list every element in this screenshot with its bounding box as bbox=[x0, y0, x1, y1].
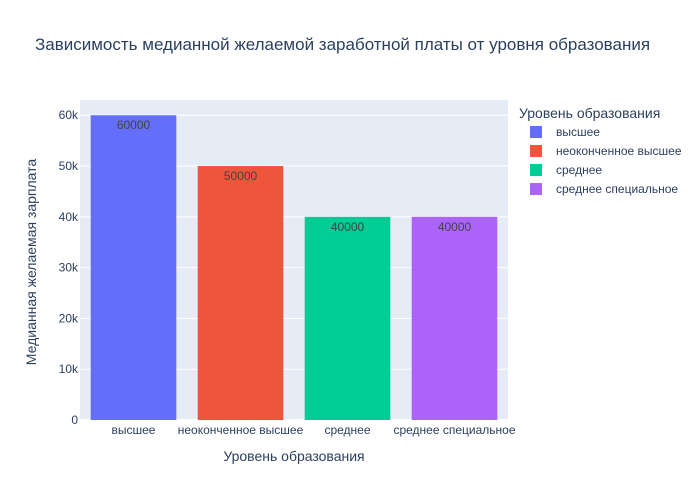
legend-swatch bbox=[530, 145, 542, 157]
bar-value-label: 40000 bbox=[331, 220, 365, 234]
legend-swatch bbox=[530, 183, 542, 195]
legend-swatch bbox=[530, 164, 542, 176]
bar bbox=[197, 166, 284, 420]
legend-item-label: среднее специальное bbox=[556, 182, 678, 196]
bar-value-label: 50000 bbox=[224, 169, 258, 183]
y-tick-label: 40k bbox=[59, 210, 79, 224]
chart-title: Зависимость медианной желаемой заработно… bbox=[35, 35, 650, 54]
legend-title: Уровень образования bbox=[519, 105, 660, 121]
x-axis-ticks: высшее неоконченное высшее среднее среднее … bbox=[112, 423, 516, 437]
legend-item-label: среднее bbox=[556, 163, 602, 177]
y-tick-label: 20k bbox=[59, 311, 79, 325]
y-tick-label: 0 bbox=[71, 413, 78, 427]
x-tick-label: неоконченное высшее bbox=[178, 423, 304, 437]
legend: Уровень образования высшее неоконченное в… bbox=[519, 105, 682, 196]
legend-item-label: высшее bbox=[556, 125, 600, 139]
bar bbox=[304, 216, 391, 420]
y-axis-title: Медианная желаемая зарплата bbox=[23, 159, 39, 366]
legend-item-label: неоконченное высшее bbox=[556, 144, 682, 158]
bar bbox=[90, 115, 177, 420]
y-tick-label: 30k bbox=[59, 261, 79, 275]
y-tick-label: 60k bbox=[59, 108, 79, 122]
x-axis-title: Уровень образования bbox=[223, 448, 364, 464]
bars bbox=[90, 115, 498, 420]
y-tick-label: 50k bbox=[59, 159, 79, 173]
x-tick-label: высшее bbox=[112, 423, 156, 437]
bar-value-labels: 60000 50000 40000 40000 bbox=[117, 118, 472, 234]
legend-swatch bbox=[530, 126, 542, 138]
bar bbox=[411, 216, 498, 420]
bar-value-label: 40000 bbox=[438, 220, 472, 234]
bar-value-label: 60000 bbox=[117, 118, 151, 132]
x-tick-label: среднее bbox=[324, 423, 370, 437]
x-tick-label: среднее специальное bbox=[393, 423, 515, 437]
y-tick-label: 10k bbox=[59, 362, 79, 376]
y-axis-ticks: 0 10k 20k 30k 40k 50k 60k bbox=[59, 108, 79, 427]
